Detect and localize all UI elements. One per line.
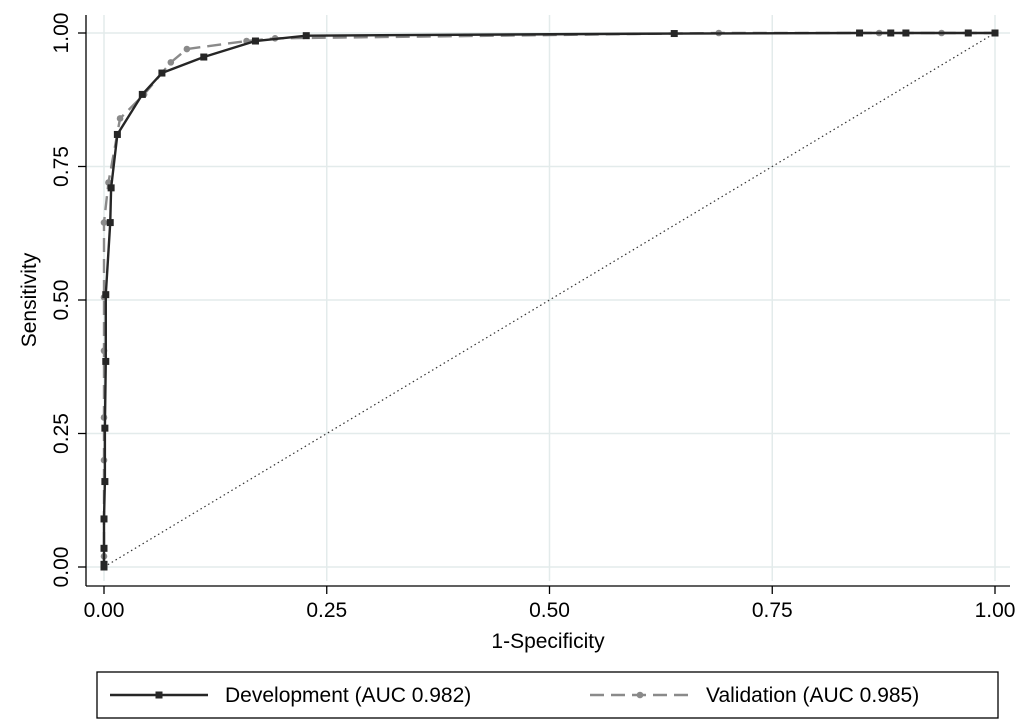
legend-label-development: Development (AUC 0.982) [225,684,471,707]
series-1-point-7 [100,219,108,226]
y-tick-label-4: 1.00 [50,13,73,54]
y-axis-title: Sensitivity [18,252,41,347]
series-0-point-18 [887,29,895,37]
series-0-point-17 [856,29,864,37]
x-tick-label-2: 0.50 [529,599,570,622]
series-0-point-11 [138,90,146,98]
series-1-point-11 [167,59,175,66]
series-0-point-1 [100,560,108,568]
legend-label-validation: Validation (AUC 0.985) [706,684,919,707]
legend: Development (AUC 0.982) Validation (AUC … [96,671,999,719]
legend-entries [110,691,690,699]
y-tick-label-2: 0.50 [50,280,73,321]
series-0-point-3 [100,515,108,523]
series-0 [100,29,999,571]
series-1-point-9 [116,115,124,122]
series-0-point-7 [102,291,110,299]
legend-marker-0 [155,691,163,699]
series-0-point-4 [101,478,109,486]
series-1-point-8 [105,179,112,186]
y-tick-label-0: 0.00 [50,547,73,588]
series-0-point-15 [302,32,310,40]
x-tick-label-3: 0.75 [752,599,793,622]
series-0-point-5 [101,424,109,432]
series-0-point-10 [113,130,121,138]
series-0-point-9 [107,184,115,192]
tick-labels: 0.00 0.25 0.50 0.75 1.00 0.00 0.25 0.50 0.75 1.00 [50,13,1015,622]
series-0-point-12 [158,69,166,77]
x-tick-label-1: 0.25 [306,599,347,622]
series-0-point-21 [991,29,999,37]
series-0-point-19 [902,29,910,37]
series-0-point-14 [251,37,259,45]
series-0-line [102,31,995,567]
series-0-point-2 [100,544,108,552]
series-0-point-6 [102,357,110,365]
x-tick-label-4: 1.00 [975,599,1016,622]
series-0-point-13 [200,53,208,61]
x-tick-label-0: 0.00 [84,599,125,622]
series-0-point-8 [106,219,114,227]
legend-box [96,671,999,719]
y-tick-label-3: 0.75 [50,146,73,187]
legend-marker-1 [636,691,644,699]
series-0-point-20 [964,29,972,37]
x-axis-title: 1-Specificity [491,630,605,653]
series-0-point-16 [670,30,678,38]
series-1-point-12 [183,45,191,53]
y-tick-label-1: 0.25 [50,413,73,454]
series-group [100,29,999,571]
